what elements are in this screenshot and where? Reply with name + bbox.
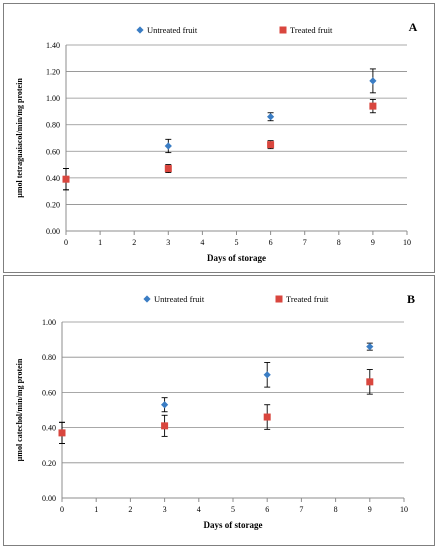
x-tick-label: 4: [200, 238, 204, 247]
legend-label: Treated fruit: [286, 294, 329, 304]
x-axis-title: Days of storage: [204, 520, 263, 530]
diamond-marker: [267, 113, 275, 121]
x-axis-title: Days of storage: [207, 253, 266, 263]
y-tick-label: 0.80: [42, 353, 56, 362]
legend-marker-square: [275, 295, 283, 303]
y-tick-label: 0.80: [46, 121, 60, 130]
chart-panel-b: 0.00 0.20 0.40 0.60 0.80 1.00 0 1 2 3 4 5 6 7 8 9 10 Days…: [3, 275, 435, 546]
data-point-diamond: [267, 112, 275, 122]
legend-label: Untreated fruit: [147, 25, 198, 35]
data-point-square: [267, 140, 275, 150]
data-point-square: [366, 369, 374, 395]
x-tick-label: 1: [98, 238, 102, 247]
x-tick-label: 7: [299, 505, 303, 514]
x-tick-label: 10: [403, 238, 411, 247]
square-marker: [263, 413, 271, 421]
x-tick-label: 0: [60, 505, 64, 514]
chart-b: 0.00 0.20 0.40 0.60 0.80 1.00 0 1 2 3 4 5 6 7 8 9 10 Days…: [15, 292, 415, 530]
x-tick-label: 8: [334, 505, 338, 514]
y-tick-label: 0.00: [46, 227, 60, 236]
y-tick-label: 0.60: [42, 388, 56, 397]
square-marker: [62, 175, 70, 183]
x-tick-label: 3: [163, 505, 167, 514]
data-point-diamond: [263, 362, 271, 388]
legend-marker-diamond: [136, 26, 144, 34]
square-marker: [267, 141, 275, 149]
y-axis-title: µmol catechol/min/mg protein: [15, 358, 24, 461]
y-tick-label: 0.20: [42, 459, 56, 468]
x-tick-label: 2: [132, 238, 136, 247]
legend-marker-square: [279, 26, 287, 34]
data-point-square: [263, 404, 271, 430]
data-point-diamond: [164, 138, 172, 154]
square-marker: [366, 378, 374, 386]
diamond-marker: [161, 401, 169, 409]
x-tick-label: 9: [368, 505, 372, 514]
y-tick-label: 1.00: [46, 94, 60, 103]
x-tick-label: 5: [235, 238, 239, 247]
data-point-square: [369, 99, 377, 114]
data-point-diamond: [369, 68, 377, 94]
diamond-marker: [366, 343, 374, 351]
legend-label: Treated fruit: [290, 25, 333, 35]
diamond-marker: [164, 142, 172, 150]
y-tick-label: 1.00: [42, 318, 56, 327]
y-tick-label: 0.60: [46, 147, 60, 156]
y-tick-label: 1.20: [46, 68, 60, 77]
chart-panel-a: 0.00 0.20 0.40 0.60 0.80 1.00 1.20 1.40 0 1 2 3 4 5 6 7…: [3, 3, 435, 273]
square-marker: [161, 422, 169, 430]
legend-marker-diamond: [143, 295, 151, 303]
square-marker: [164, 165, 172, 173]
x-tick-label: 6: [265, 505, 269, 514]
diamond-marker: [369, 77, 377, 85]
legend-label: Untreated fruit: [154, 294, 205, 304]
square-marker: [369, 102, 377, 110]
y-tick-label: 0.20: [46, 200, 60, 209]
x-tick-label: 5: [231, 505, 235, 514]
x-tick-label: 1: [94, 505, 98, 514]
x-tick-label: 8: [337, 238, 341, 247]
data-point-square: [164, 164, 172, 173]
y-tick-label: 0.00: [42, 494, 56, 503]
x-tick-label: 10: [400, 505, 408, 514]
x-tick-label: 6: [269, 238, 273, 247]
y-tick-label: 0.40: [42, 424, 56, 433]
x-tick-label: 9: [371, 238, 375, 247]
x-tick-label: 2: [128, 505, 132, 514]
chart-a: 0.00 0.20 0.40 0.60 0.80 1.00 1.20 1.40 0 1 2 3 4 5 6 7…: [15, 20, 418, 263]
y-tick-label: 1.40: [46, 41, 60, 50]
square-marker: [58, 429, 66, 437]
data-point-diamond: [366, 342, 374, 351]
panel-label: B: [407, 292, 415, 306]
x-tick-label: 4: [197, 505, 201, 514]
panel-label: A: [409, 20, 418, 34]
y-tick-label: 0.40: [46, 174, 60, 183]
data-point-square: [62, 168, 70, 191]
x-tick-label: 3: [166, 238, 170, 247]
data-point-diamond: [161, 397, 169, 413]
x-tick-label: 7: [303, 238, 307, 247]
data-point-square: [58, 421, 66, 444]
x-tick-label: 0: [64, 238, 68, 247]
data-point-square: [161, 414, 169, 437]
y-axis-title: µmol tetraguaiacol/min/mg protein: [15, 78, 24, 198]
diamond-marker: [263, 371, 271, 379]
